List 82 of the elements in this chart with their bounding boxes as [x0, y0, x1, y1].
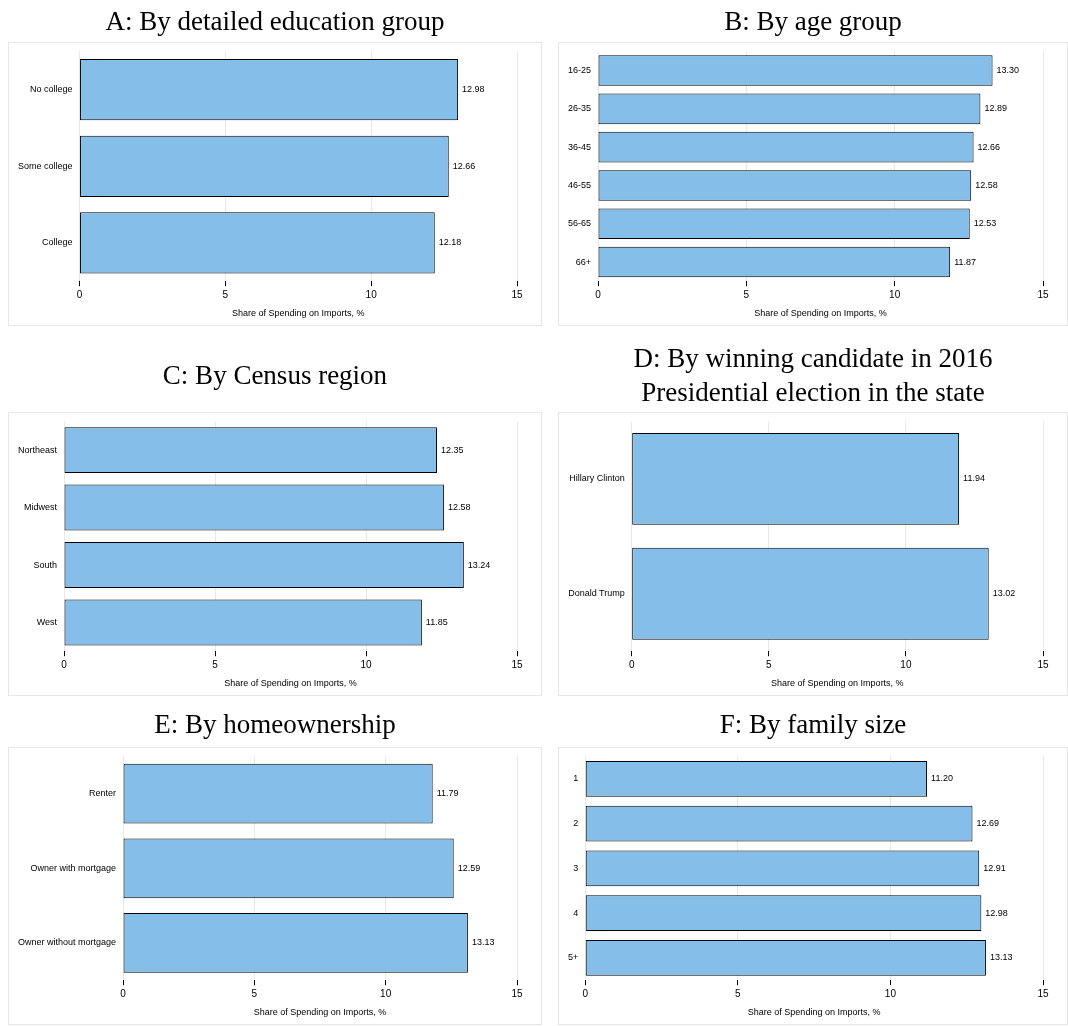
data-label: 12.69	[976, 818, 1000, 829]
data-label: 12.58	[975, 179, 998, 190]
y-tick-label: 2	[573, 818, 579, 829]
x-tick-label: 15	[1037, 658, 1049, 670]
y-tick-label: Hillary Clinton	[569, 473, 625, 484]
x-tick-label: 0	[628, 658, 635, 670]
data-label: 12.59	[457, 862, 481, 873]
y-tick-label: Owner without mortgage	[18, 937, 117, 948]
data-label: 11.20	[931, 773, 953, 784]
y-tick-label: 26-35	[567, 103, 592, 114]
x-axis-title: Share of Spending on Imports, %	[771, 678, 904, 689]
data-label: 12.66	[977, 141, 1001, 152]
y-tick-label: No college	[30, 84, 73, 95]
x-tick-label: 5	[766, 658, 773, 670]
y-tick-label: Midwest	[24, 502, 58, 513]
x-tick-label: 0	[120, 987, 127, 999]
chart-title: A: By detailed education group	[105, 5, 445, 38]
x-tick-label: 10	[889, 288, 901, 300]
data-label: 13.13	[471, 937, 495, 948]
y-tick-label: Donald Trump	[568, 588, 625, 599]
y-tick-label: West	[36, 616, 58, 627]
x-tick-label: 10	[360, 658, 373, 670]
chart-title: F: By family size	[719, 708, 907, 741]
data-label: 12.18	[438, 237, 462, 248]
x-axis-title: Share of Spending on Imports, %	[253, 1007, 387, 1018]
data-label: 13.30	[996, 65, 1020, 76]
y-tick-label: Northeast	[17, 444, 58, 455]
x-tick-label: 0	[61, 658, 68, 670]
y-tick-label: Renter	[89, 788, 117, 799]
x-tick-label: 15	[511, 658, 523, 670]
x-tick-label: 0	[76, 288, 83, 300]
x-axis-title: Share of Spending on Imports, %	[754, 308, 887, 319]
y-tick-label: 4	[573, 907, 579, 918]
x-tick-label: 5	[735, 987, 742, 999]
data-label: 12.53	[973, 218, 997, 229]
x-tick-label: 15	[511, 987, 523, 999]
chart-title: E: By homeownership	[154, 708, 396, 741]
x-tick-label: 5	[743, 288, 750, 300]
data-label: 12.58	[447, 502, 471, 513]
data-label: 12.91	[983, 862, 1006, 873]
data-label: 11.85	[425, 616, 448, 627]
data-label: 12.35	[440, 444, 464, 455]
y-tick-label: 16-25	[567, 65, 592, 76]
data-label: 13.13	[989, 952, 1013, 963]
chart-title: B: By age group	[724, 5, 902, 38]
data-label: 11.94	[963, 473, 985, 484]
x-tick-label: 10	[900, 658, 912, 670]
y-tick-label: 66+	[575, 256, 592, 267]
x-axis-title: Share of Spending on Imports, %	[747, 1007, 881, 1018]
y-tick-label: Some college	[17, 160, 73, 171]
chart-title: C: By Census region	[162, 359, 388, 392]
y-tick-label: 36-45	[567, 141, 592, 152]
y-tick-label: College	[42, 237, 73, 248]
x-tick-label: 15	[1037, 987, 1049, 999]
x-tick-label: 0	[582, 987, 589, 999]
y-tick-label: 56-65	[567, 218, 592, 229]
data-label: 12.98	[462, 84, 485, 95]
y-tick-label: Owner with mortgage	[30, 862, 117, 873]
x-tick-label: 15	[511, 288, 523, 300]
data-label: 11.87	[954, 256, 977, 267]
x-tick-label: 5	[222, 288, 229, 300]
x-axis-title: Share of Spending on Imports, %	[231, 308, 365, 319]
x-tick-label: 10	[380, 987, 392, 999]
y-tick-label: 46-55	[567, 179, 592, 190]
y-tick-label: 1	[573, 773, 579, 784]
x-tick-label: 10	[365, 288, 378, 300]
chart-title: D: By winning candidate in 2016 Presidential election in the state	[632, 342, 994, 409]
x-tick-label: 5	[251, 987, 258, 999]
x-tick-label: 0	[595, 288, 602, 300]
x-tick-label: 15	[1037, 288, 1049, 300]
y-tick-label: 5+	[568, 952, 579, 963]
y-tick-label: South	[33, 559, 58, 570]
x-axis-title: Share of Spending on Imports, %	[224, 678, 357, 689]
y-tick-label: 3	[573, 862, 579, 873]
data-label: 12.89	[984, 103, 1007, 114]
data-label: 13.24	[467, 559, 491, 570]
x-tick-label: 10	[884, 987, 897, 999]
data-label: 12.66	[452, 160, 476, 171]
data-label: 11.79	[436, 788, 459, 799]
data-label: 12.98	[985, 907, 1008, 918]
data-label: 13.02	[992, 588, 1016, 599]
x-tick-label: 5	[212, 658, 219, 670]
